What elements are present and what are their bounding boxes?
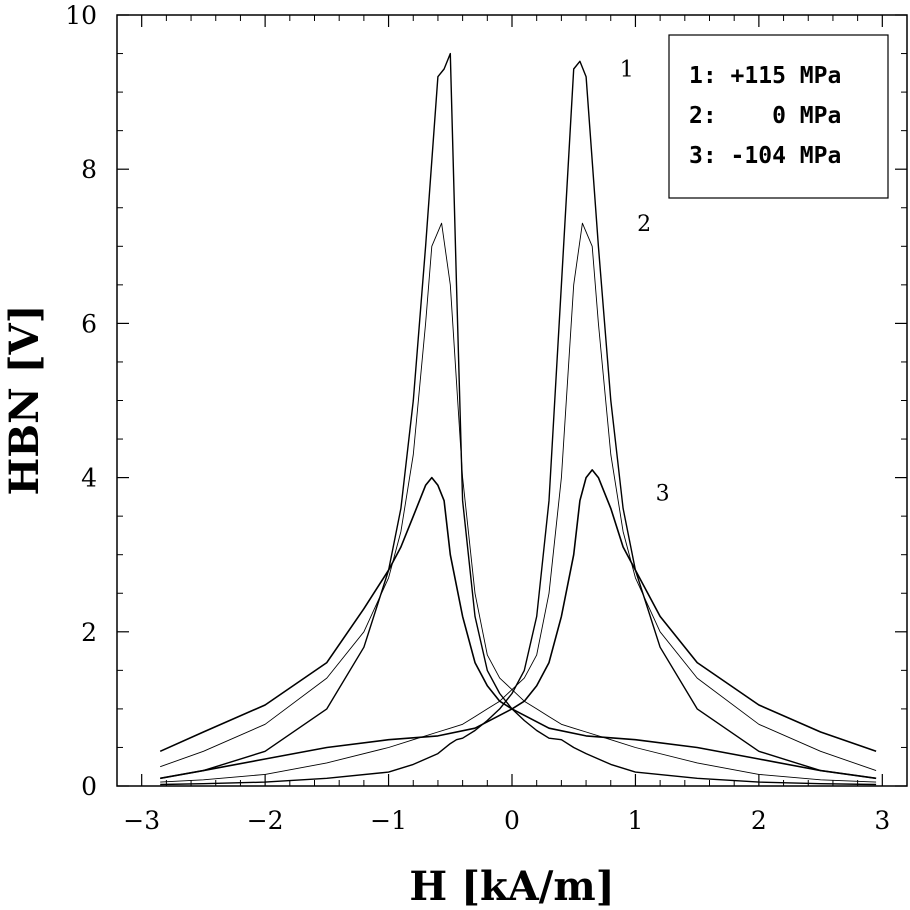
y-axis-title: HBN [V] [1,305,48,496]
series-1-branch-down-line [160,52,877,786]
series-3-branch-up-line [160,469,877,780]
x-tick-label: −2 [247,806,284,835]
legend-entry-1: 1: +115 MPa [689,63,841,89]
curve-label-3: 3 [656,482,670,507]
x-tick-label: −3 [123,806,160,835]
y-tick-label: 8 [81,155,97,184]
x-tick-label: 1 [627,806,643,835]
y-tick-label: 6 [81,309,97,338]
series-1-branch-up-line [160,60,877,786]
x-tick-label: 0 [504,806,520,835]
y-tick-label: 10 [65,1,97,30]
legend-entry-3: 3: -104 MPa [689,143,841,169]
y-tick-label: 4 [81,464,97,493]
curves [159,52,877,786]
x-tick-label: 2 [751,806,767,835]
series-2-branch-down-line [160,222,877,783]
series-3-branch-down-line [159,476,877,780]
curve-label-1: 1 [620,58,634,83]
axes: −3 −2 −1 0 1 2 3 0 2 4 6 8 10 [65,1,908,835]
curve-label-2: 2 [637,212,651,237]
series-2-branch-up-line [160,222,877,783]
x-tick-label: −1 [370,806,407,835]
legend-box [668,34,889,199]
legend-entry-2: 2: 0 MPa [689,103,841,129]
y-tick-label: 0 [81,772,97,801]
y-tick-label: 2 [81,618,97,647]
x-axis-title: H [kA/m] [409,863,614,910]
legend: 1: +115 MPa 2: 0 MPa 3: -104 MPa [668,34,889,199]
curve-labels: 1 2 3 [620,58,670,507]
x-tick-label: 3 [874,806,890,835]
